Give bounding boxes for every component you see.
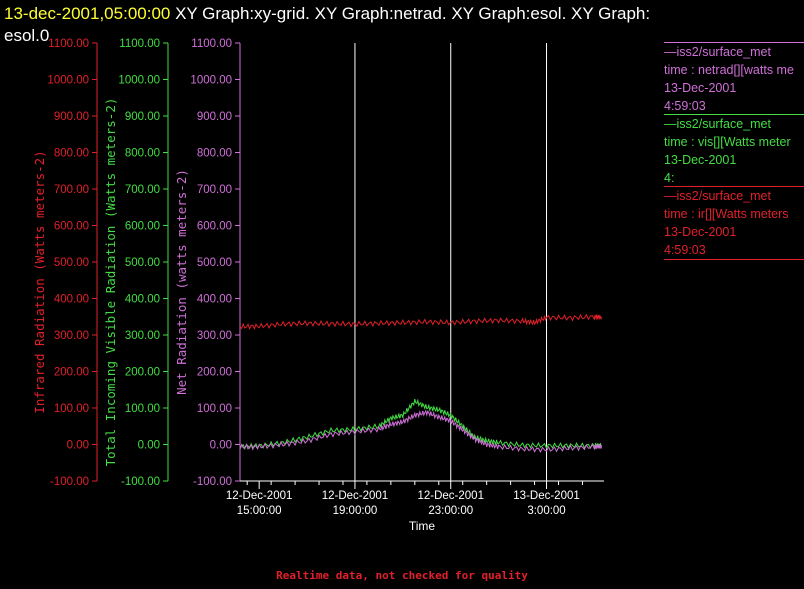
quality-note: Realtime data, not checked for quality <box>276 569 528 582</box>
y-tick-label: 700.00 <box>125 184 160 196</box>
y-tick-label: 1000.00 <box>190 75 232 87</box>
y-tick-label: 200.00 <box>54 367 89 379</box>
y-tick-label: 600.00 <box>125 221 160 233</box>
y-tick-label: 400.00 <box>197 294 232 306</box>
y-axis-label: Total Incoming Visible Radiation (Watts … <box>103 98 118 467</box>
y-tick-label: 200.00 <box>125 367 160 379</box>
y-tick-label: 800.00 <box>125 148 160 160</box>
y-tick-label: 100.00 <box>125 403 160 415</box>
y-tick-label: 900.00 <box>197 111 232 123</box>
x-tick-label-date: 12-Dec-2001 <box>417 490 483 502</box>
y-tick-label: 800.00 <box>54 148 89 160</box>
y-tick-label: 800.00 <box>197 148 232 160</box>
y-tick-label: 1100.00 <box>119 38 160 50</box>
legend-source: —iss2/surface_met <box>664 117 771 131</box>
y-tick-label: 100.00 <box>54 403 89 415</box>
y-tick-label: 0.00 <box>138 440 160 452</box>
y-tick-label: 300.00 <box>125 330 160 342</box>
y-tick-label: 200.00 <box>197 367 232 379</box>
series-line-ir <box>239 313 603 331</box>
y-tick-label: 600.00 <box>54 221 89 233</box>
series-line-vis <box>239 398 602 451</box>
legend-date: 13-Dec-2001 <box>664 81 737 95</box>
y-tick-label: -100.00 <box>121 476 160 488</box>
y-tick-label: 500.00 <box>197 257 232 269</box>
y-tick-label: 1000.00 <box>47 75 89 87</box>
legend-time: 4:59:03 <box>664 243 706 257</box>
x-tick-label-date: 12-Dec-2001 <box>322 490 388 502</box>
title-date: 13-dec-2001,05:00:00 <box>4 4 171 23</box>
y-axis-label: Net Radiation (watts meters-2) <box>174 169 189 395</box>
legend-source: —iss2/surface_met <box>664 45 771 59</box>
graph-title-continued: esol.0 <box>4 26 50 45</box>
y-tick-label: 1100.00 <box>48 38 89 50</box>
series-line-netrad <box>239 409 603 454</box>
y-tick-label: 300.00 <box>197 330 232 342</box>
legend-variable: time : netrad[][watts me <box>664 63 794 77</box>
y-tick-label: 100.00 <box>197 403 232 415</box>
y-tick-label: 400.00 <box>125 294 160 306</box>
y-tick-label: 0.00 <box>210 440 232 452</box>
x-tick-label-time: 19:00:00 <box>333 505 378 517</box>
y-axis-label: Infrared Radiation (Watts meters-2) <box>32 150 47 413</box>
y-tick-label: 900.00 <box>54 111 89 123</box>
legend-time: 4:59:03 <box>664 99 706 113</box>
x-axis-label: Time <box>409 519 436 533</box>
x-tick-label-date: 12-Dec-2001 <box>226 490 292 502</box>
y-tick-label: 700.00 <box>54 184 89 196</box>
y-tick-label: 0.00 <box>67 440 89 452</box>
y-tick-label: 700.00 <box>197 184 232 196</box>
y-tick-label: 300.00 <box>54 330 89 342</box>
legend-variable: time : ir[][Watts meters <box>664 207 789 221</box>
y-tick-label: 600.00 <box>197 221 232 233</box>
legend-source: —iss2/surface_met <box>664 189 771 203</box>
title-graphs: XY Graph:xy-grid. XY Graph:netrad. XY Gr… <box>170 4 651 23</box>
y-tick-label: -100.00 <box>50 476 89 488</box>
legend-time: 4: <box>664 171 675 185</box>
legend-variable: time : vis[][Watts meter <box>664 135 791 149</box>
graph-title: 13-dec-2001,05:00:00 XY Graph:xy-grid. X… <box>4 4 650 24</box>
y-tick-label: 1000.00 <box>118 75 160 87</box>
x-tick-label-time: 15:00:00 <box>237 505 282 517</box>
y-tick-label: 400.00 <box>54 294 89 306</box>
y-tick-label: 900.00 <box>125 111 160 123</box>
x-tick-label-time: 3:00:00 <box>527 505 565 517</box>
x-tick-label-time: 23:00:00 <box>428 505 473 517</box>
legend-date: 13-Dec-2001 <box>664 225 737 239</box>
y-tick-label: -100.00 <box>193 476 232 488</box>
legend-date: 13-Dec-2001 <box>664 153 737 167</box>
y-tick-label: 1100.00 <box>191 38 232 50</box>
x-tick-label-date: 13-Dec-2001 <box>513 490 579 502</box>
y-tick-label: 500.00 <box>125 257 160 269</box>
y-tick-label: 500.00 <box>54 257 89 269</box>
